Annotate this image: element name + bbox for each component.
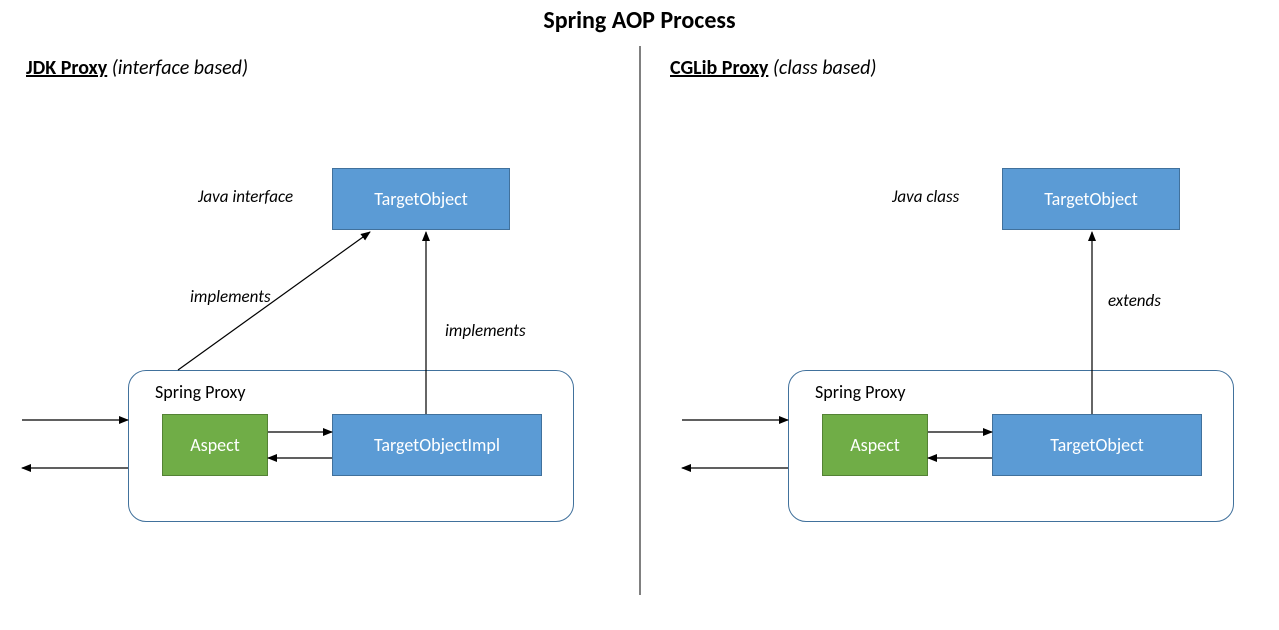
right-heading: CGLib Proxy (class based) xyxy=(670,56,876,80)
right-heading-italic: (class based) xyxy=(768,56,876,80)
diagram-canvas: Spring AOP Process JDK Proxy (interface … xyxy=(0,0,1279,630)
right-target-box: TargetObject xyxy=(1002,168,1180,230)
diagram-title: Spring AOP Process xyxy=(0,6,1279,35)
left-implements-label-1: implements xyxy=(190,286,271,307)
right-impl-box: TargetObject xyxy=(992,414,1202,476)
left-heading: JDK Proxy (interface based) xyxy=(26,56,248,80)
left-impl-box: TargetObjectImpl xyxy=(332,414,542,476)
right-proxy-label: Spring Proxy xyxy=(815,381,906,403)
left-aspect-box: Aspect xyxy=(162,414,268,476)
right-heading-bold: CGLib Proxy xyxy=(670,56,768,80)
left-implements-label-2: implements xyxy=(445,320,526,341)
right-extends-label: extends xyxy=(1108,290,1161,311)
arrows-overlay xyxy=(0,0,1279,630)
left-proxy-label: Spring Proxy xyxy=(155,381,246,403)
right-aspect-box: Aspect xyxy=(822,414,928,476)
left-interface-label: Java interface xyxy=(198,186,293,207)
left-heading-bold: JDK Proxy xyxy=(26,56,107,80)
left-heading-italic: (interface based) xyxy=(107,56,248,80)
left-target-box: TargetObject xyxy=(332,168,510,230)
right-class-label: Java class xyxy=(892,186,959,207)
